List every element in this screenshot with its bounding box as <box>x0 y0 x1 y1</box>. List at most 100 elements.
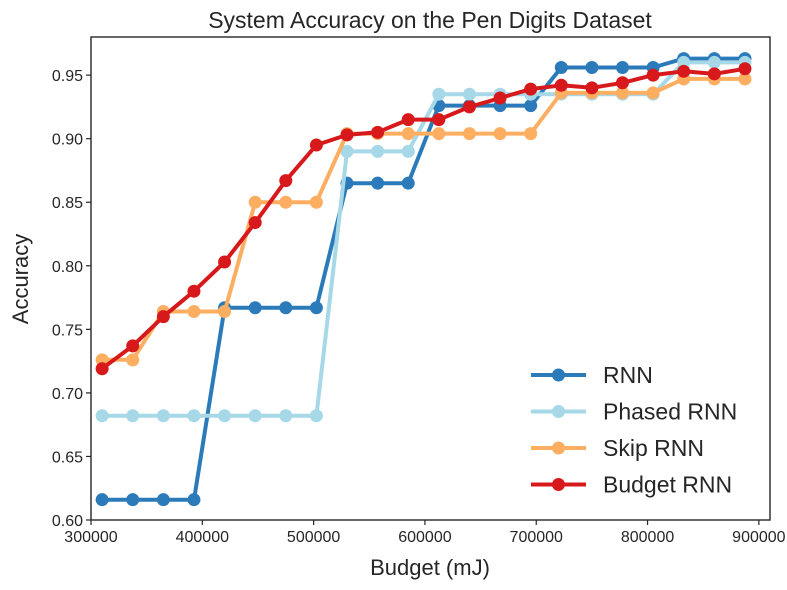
legend: RNN Phased RNN Skip RNN Budget RNN <box>531 362 737 498</box>
y-axis-ticks: 0.60 0.65 0.70 0.75 0.80 0.85 0.90 0.95 <box>52 68 91 530</box>
legend-item: Budget RNN <box>531 472 732 498</box>
data-point <box>401 127 415 141</box>
x-tick-label: 400000 <box>176 529 229 546</box>
chart-title: System Accuracy on the Pen Digits Datase… <box>208 7 652 33</box>
data-point <box>707 55 721 69</box>
data-point <box>279 409 293 423</box>
data-point <box>187 305 201 319</box>
data-point <box>187 284 201 298</box>
data-point <box>432 113 446 127</box>
data-point <box>462 100 476 114</box>
data-point <box>616 61 630 75</box>
x-tick-label: 700000 <box>510 529 563 546</box>
series-skip-rnn <box>95 72 752 367</box>
data-point <box>738 62 752 76</box>
data-point <box>156 409 170 423</box>
data-point <box>462 87 476 101</box>
y-tick-label: 0.70 <box>52 386 83 403</box>
data-point <box>432 87 446 101</box>
data-point <box>524 99 538 113</box>
data-point <box>218 305 232 319</box>
data-point <box>187 409 201 423</box>
data-point <box>493 91 507 105</box>
series-line <box>102 76 745 362</box>
series-phased-rnn <box>95 55 752 423</box>
data-point <box>462 127 476 141</box>
x-tick-label: 900000 <box>732 529 785 546</box>
data-point <box>309 409 323 423</box>
data-point <box>279 174 293 188</box>
data-point <box>493 127 507 141</box>
data-point <box>309 195 323 209</box>
data-point <box>248 216 262 230</box>
data-point <box>371 144 385 158</box>
series-budget-rnn <box>95 62 752 376</box>
data-point <box>95 362 109 376</box>
data-point <box>218 409 232 423</box>
plot-frame <box>90 36 771 521</box>
data-point <box>248 409 262 423</box>
data-point <box>126 409 140 423</box>
data-point <box>401 176 415 190</box>
data-point <box>677 55 691 69</box>
y-tick-label: 0.60 <box>52 513 83 530</box>
data-point <box>616 86 630 100</box>
data-point <box>585 61 599 75</box>
legend-swatch-marker <box>552 368 565 382</box>
data-point <box>616 76 630 90</box>
data-point <box>738 72 752 86</box>
y-tick-label: 0.90 <box>52 132 83 149</box>
data-point <box>432 127 446 141</box>
series-line <box>102 56 745 502</box>
data-point <box>646 86 660 100</box>
x-axis-ticks: 300000 400000 500000 600000 700000 800000 9000… <box>64 520 786 546</box>
legend-item: RNN <box>531 362 653 388</box>
legend-item: Skip RNN <box>531 435 704 461</box>
y-axis-title: Accuracy <box>8 234 33 324</box>
data-point <box>279 301 293 315</box>
y-tick-label: 0.75 <box>52 322 83 339</box>
data-point <box>554 61 568 75</box>
legend-swatch-marker <box>552 441 565 455</box>
data-point <box>156 493 170 507</box>
data-point <box>585 81 599 95</box>
data-point <box>340 144 354 158</box>
data-point <box>95 353 109 367</box>
data-point <box>401 144 415 158</box>
data-point <box>554 78 568 92</box>
x-tick-label: 800000 <box>621 529 674 546</box>
series-line <box>100 66 746 371</box>
x-tick-label: 500000 <box>287 529 340 546</box>
data-point <box>279 195 293 209</box>
data-point <box>95 409 109 423</box>
y-tick-label: 0.65 <box>52 449 83 466</box>
data-point <box>218 255 232 269</box>
data-point <box>126 353 140 367</box>
legend-label: Budget RNN <box>603 472 732 498</box>
y-tick-label: 0.80 <box>52 259 83 276</box>
data-point <box>371 176 385 190</box>
data-point <box>126 493 140 507</box>
data-point <box>248 195 262 209</box>
data-point <box>95 493 109 507</box>
data-point <box>340 128 354 142</box>
data-point <box>248 301 262 315</box>
data-point <box>401 113 415 127</box>
legend-label: Phased RNN <box>603 399 737 425</box>
x-tick-label: 600000 <box>398 529 451 546</box>
data-point <box>524 82 538 96</box>
data-point <box>156 310 170 324</box>
legend-swatch-marker <box>552 405 565 418</box>
data-point <box>646 68 660 82</box>
data-point <box>309 301 323 315</box>
y-tick-label: 0.95 <box>52 68 83 85</box>
x-tick-label: 300000 <box>64 529 117 546</box>
data-point <box>187 493 201 507</box>
data-point <box>126 339 140 353</box>
data-point <box>371 125 385 139</box>
x-axis-title: Budget (mJ) <box>370 555 490 580</box>
data-point <box>707 67 721 81</box>
data-point <box>524 127 538 141</box>
data-point <box>309 138 323 152</box>
